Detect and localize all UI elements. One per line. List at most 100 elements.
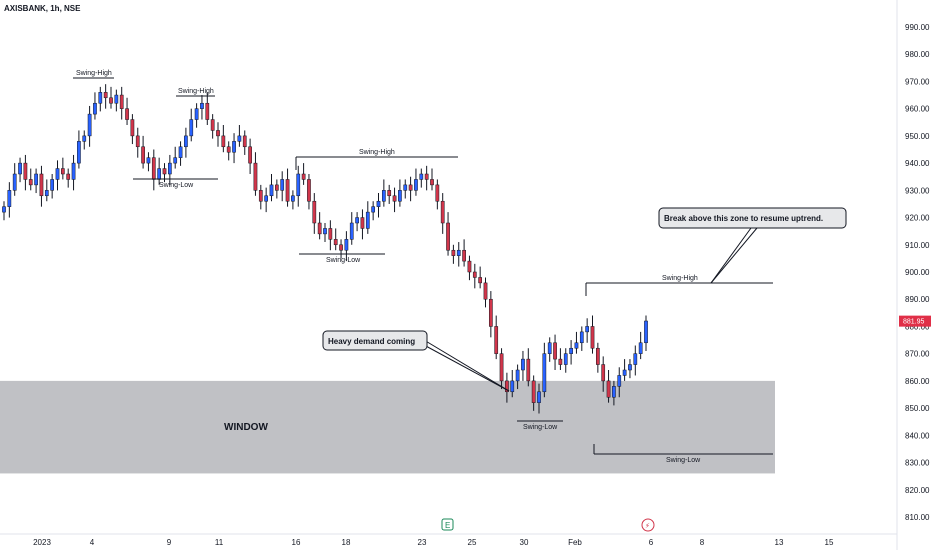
candle-up [547, 342, 552, 354]
candle-down [66, 173, 71, 180]
candle-down [242, 135, 247, 148]
swing-low-2: Swing-Low [299, 253, 385, 264]
candle-down [162, 168, 167, 175]
candle-up [414, 179, 418, 191]
time-tick-label: 18 [342, 538, 351, 547]
earnings-marker-icon[interactable]: E [441, 518, 454, 531]
candle-up [93, 102, 97, 115]
candle-up [419, 173, 424, 180]
dividend-marker-icon[interactable]: ⚡ [641, 518, 655, 532]
candle-down [360, 217, 365, 229]
candle-down [253, 162, 258, 191]
time-tick-label: 16 [292, 538, 301, 547]
candle-up [622, 369, 627, 376]
candle-down [505, 380, 509, 393]
candle-up [574, 342, 579, 349]
candle-down [601, 364, 606, 382]
candle-down [221, 135, 226, 148]
candle-down [494, 326, 499, 354]
candle-up [617, 375, 622, 387]
candle-up [398, 190, 402, 202]
candle-down [226, 146, 231, 153]
candle-down [258, 190, 263, 202]
candle-down [274, 184, 279, 191]
price-tick-label: 840.00 [905, 431, 930, 440]
candle-down [130, 119, 135, 137]
time-tick-label: 9 [167, 538, 172, 547]
price-tick-label: 860.00 [905, 377, 930, 386]
candle-down [103, 92, 108, 99]
candle-up [146, 157, 151, 164]
candle-up [296, 173, 301, 197]
time-tick-label: 15 [825, 538, 834, 547]
callout-heavy-demand: Heavy demand coming [322, 330, 510, 392]
price-tick-label: 950.00 [905, 132, 930, 141]
candle-down [451, 249, 456, 256]
candle-down [216, 130, 220, 137]
price-tick-label: 970.00 [905, 77, 930, 86]
candle-up [178, 146, 183, 158]
swing-high-1: Swing-High [73, 70, 114, 79]
candle-up [167, 162, 172, 175]
candle-down [488, 298, 493, 327]
candle-down [392, 195, 397, 202]
candle-down [435, 184, 440, 202]
candle-up [50, 179, 55, 191]
price-tick-label: 910.00 [905, 241, 930, 250]
time-tick-label: 6 [649, 538, 654, 547]
candle-down [387, 190, 392, 197]
candle-up [87, 113, 92, 137]
candle-down [109, 97, 113, 104]
candle-down [499, 353, 504, 382]
candle-down [135, 135, 140, 148]
callout-breakout-text: Break above this zone to resume uptrend. [664, 214, 823, 223]
candle-down [333, 239, 338, 246]
candle-down [339, 244, 343, 251]
window-zone [0, 380, 775, 474]
candle-down [558, 358, 563, 365]
price-tick-label: 820.00 [905, 486, 930, 495]
candle-up [34, 173, 38, 186]
candle-down [446, 222, 450, 251]
candle-down [307, 179, 311, 202]
candle-up [12, 173, 17, 191]
candle-up [55, 168, 60, 180]
price-tick-label: 930.00 [905, 186, 930, 195]
candle-down [23, 162, 28, 180]
candle-up [515, 369, 520, 382]
candle-up [189, 119, 194, 137]
price-axis[interactable]: 810.00 820.00 830.00 840.00 850.00 860.00 870.… [905, 23, 930, 522]
candle-up [77, 141, 81, 164]
time-tick-label: 30 [520, 538, 529, 547]
candle-down [472, 271, 477, 278]
candle-down [141, 146, 145, 164]
price-tick-label: 940.00 [905, 159, 930, 168]
candle-down [553, 342, 557, 360]
price-tick-label: 880.00 [905, 322, 930, 331]
candle-up [456, 249, 461, 256]
candle-down [483, 282, 488, 300]
swing-high-3-label: Swing-High [359, 149, 395, 156]
candle-down [248, 146, 252, 164]
time-axis[interactable]: 2023 4 9 11 16 18 23 25 30 Feb 6 8 13 15 [33, 538, 834, 547]
candle-down [590, 326, 595, 349]
swing-high-4-label: Swing-High [662, 275, 698, 282]
candle-down [317, 222, 322, 235]
candle-down [408, 184, 413, 191]
time-tick-label: 25 [468, 538, 477, 547]
swing-low-3-label: Swing-Low [523, 424, 558, 431]
candle-up [291, 195, 295, 202]
candle-down [28, 179, 33, 186]
candle-up [381, 190, 386, 202]
candle-up [563, 353, 568, 365]
time-tick-label: 2023 [33, 538, 51, 547]
candle-down [606, 380, 611, 398]
candle-up [628, 364, 632, 371]
candle-down [125, 108, 129, 120]
candle-down [430, 179, 434, 186]
candle-down [328, 228, 333, 240]
candle-up [376, 200, 381, 207]
candle-up [157, 168, 162, 180]
swing-high-2: Swing-High [176, 88, 215, 97]
